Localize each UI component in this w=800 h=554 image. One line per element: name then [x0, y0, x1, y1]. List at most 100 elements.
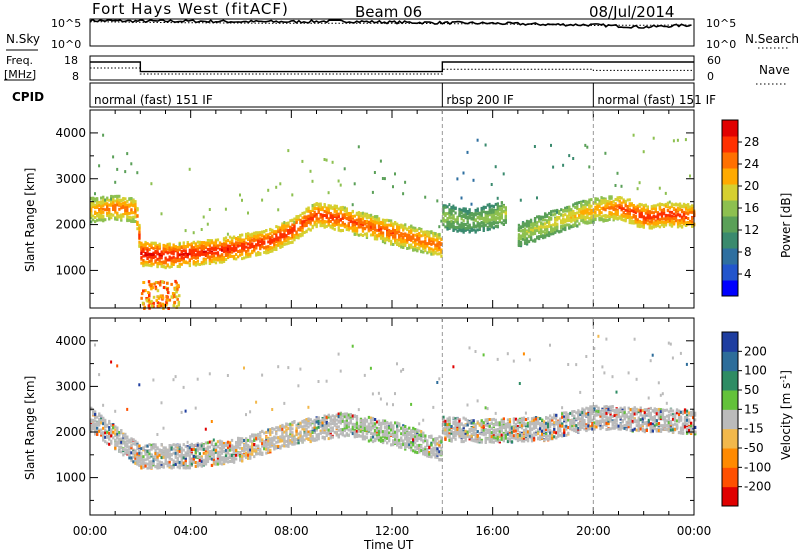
data-cell: [323, 214, 326, 217]
data-cell: [122, 197, 125, 201]
data-cell: [476, 228, 479, 232]
data-cell: [650, 225, 653, 229]
data-cell: [226, 456, 230, 460]
scatter-cell: [519, 198, 522, 202]
data-cell: [134, 202, 137, 206]
data-cell: [519, 234, 523, 238]
data-cell: [604, 204, 607, 208]
data-cell: [102, 218, 105, 222]
data-cell: [357, 211, 361, 215]
scatter-cell: [462, 171, 465, 175]
data-cell: [281, 233, 284, 237]
data-cell: [450, 206, 453, 210]
data-cell: [414, 233, 417, 237]
data-cell: [160, 461, 163, 465]
data-cell: [562, 214, 565, 218]
data-cell: [462, 207, 465, 211]
data-cell: [94, 416, 97, 420]
data-cell: [222, 444, 226, 448]
data-cell: [190, 242, 193, 246]
data-cell: [486, 218, 489, 222]
data-cell: [180, 460, 183, 464]
data-cell: [285, 239, 288, 243]
data-cell: [311, 207, 314, 211]
data-cell: [642, 207, 645, 211]
data-cell: [486, 225, 489, 229]
data-cell: [650, 211, 653, 215]
data-cell: [660, 223, 664, 227]
data-cell: [269, 433, 272, 437]
data-cell: [146, 444, 149, 448]
data-cell: [142, 455, 145, 459]
data-cell: [343, 213, 346, 217]
data-cell: [550, 210, 553, 214]
data-cell: [210, 449, 214, 453]
data-cell: [235, 453, 238, 457]
data-cell: [116, 440, 119, 444]
data-cell: [164, 454, 167, 458]
data-cell: [438, 242, 441, 246]
data-cell: [100, 209, 103, 213]
data-cell: [224, 243, 228, 247]
data-cell: [622, 200, 625, 204]
data-cell: [275, 240, 278, 243]
data-cell: [202, 451, 205, 455]
data-cell: [458, 225, 461, 229]
data-cell: [104, 423, 107, 427]
data-cell: [90, 212, 93, 216]
data-cell: [110, 423, 113, 426]
patch-cell: [148, 283, 151, 287]
patch-cell: [155, 299, 158, 303]
data-cell: [404, 226, 407, 230]
data-cell: [638, 219, 641, 223]
data-cell: [548, 211, 551, 215]
data-cell: [424, 233, 427, 237]
data-cell: [319, 202, 322, 206]
data-cell: [418, 227, 421, 231]
data-cell: [540, 229, 543, 233]
data-cell: [216, 445, 220, 449]
data-cell: [255, 238, 258, 242]
data-cell: [130, 197, 133, 200]
data-cell: [226, 460, 230, 464]
scatter-cell: [440, 219, 443, 223]
data-cell: [654, 222, 657, 226]
data-cell: [194, 443, 197, 447]
data-cell: [484, 215, 487, 219]
data-cell: [434, 234, 437, 238]
data-cell: [341, 208, 344, 211]
scatter-cell: [172, 378, 175, 382]
data-cell: [584, 202, 587, 206]
data-cell: [333, 223, 336, 227]
data-cell: [267, 245, 270, 249]
data-cell: [622, 211, 625, 215]
data-cell: [612, 218, 615, 222]
data-cell: [418, 241, 421, 245]
data-cell: [684, 203, 688, 207]
data-cell: [148, 449, 151, 452]
data-cell: [98, 213, 101, 217]
beam-title: Beam 06: [355, 3, 422, 21]
data-cell: [104, 208, 107, 212]
data-cell: [142, 261, 145, 265]
data-cell: [146, 449, 149, 453]
data-cell: [347, 216, 350, 220]
data-cell: [554, 228, 557, 232]
data-cell: [206, 454, 210, 458]
data-cell: [654, 208, 657, 212]
data-cell: [108, 209, 111, 213]
data-cell: [612, 216, 615, 220]
data-cell: [533, 221, 537, 225]
data-cell: [204, 261, 208, 265]
data-cell: [618, 206, 621, 210]
data-cell: [462, 225, 465, 229]
data-cell: [116, 426, 119, 430]
scatter-cell: [249, 410, 252, 414]
data-cell: [301, 233, 304, 237]
data-cell: [408, 236, 411, 240]
data-cell: [351, 220, 354, 224]
data-cell: [164, 458, 167, 462]
data-cell: [390, 221, 393, 225]
data-cell: [102, 214, 105, 218]
data-cell: [301, 231, 304, 235]
